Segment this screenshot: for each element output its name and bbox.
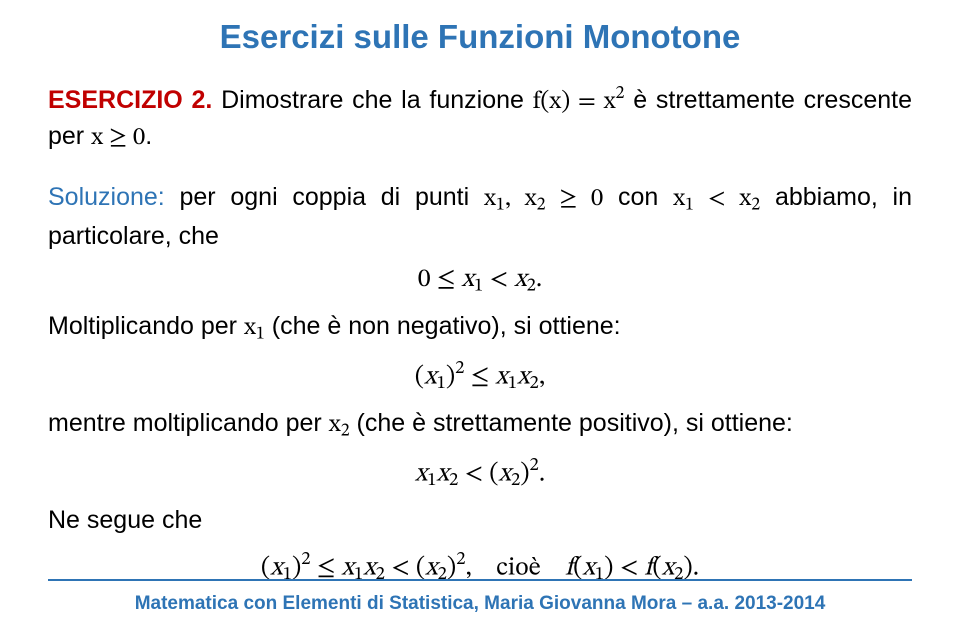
footer-text: Matematica con Elementi di Statistica, M… bbox=[0, 593, 960, 615]
solution-text-3a: mentre moltiplicando per bbox=[48, 409, 329, 437]
solution-math-x1x2ge0: x1, x2 ≥ 0 bbox=[484, 186, 603, 211]
exercise-math-fx: f(x) = x2 bbox=[533, 89, 625, 114]
solution-text-1a: per ogni coppia di punti bbox=[165, 183, 484, 211]
solution-math-x2: x2 bbox=[329, 412, 350, 437]
exercise-math-cond: x ≥ 0 bbox=[91, 125, 145, 150]
equation-2: (x1)2 ≤ x1x2, bbox=[48, 358, 912, 396]
solution-label: Soluzione: bbox=[48, 183, 165, 211]
footer-rule bbox=[48, 579, 912, 581]
solution-text-2b: (che è non negativo), si ottiene: bbox=[265, 312, 621, 340]
exercise-label: ESERCIZIO 2. bbox=[48, 86, 212, 114]
solution-line-1: Soluzione: per ogni coppia di punti x1, … bbox=[48, 180, 912, 255]
equation-3: x1x2 < (x2)2. bbox=[48, 455, 912, 493]
exercise-text-3: . bbox=[145, 122, 152, 150]
solution-text-1b: con bbox=[603, 183, 673, 211]
spacer bbox=[48, 162, 912, 180]
solution-math-x1ltx2: x1 < x2 bbox=[673, 186, 760, 211]
solution-text-3b: (che è strettamente positivo), si ottien… bbox=[350, 409, 793, 437]
slide: Esercizi sulle Funzioni Monotone ESERCIZ… bbox=[0, 0, 960, 633]
solution-line-3: mentre moltiplicando per x2 (che è stret… bbox=[48, 406, 912, 445]
solution-line-2: Moltiplicando per x1 (che è non negativo… bbox=[48, 309, 912, 348]
slide-title: Esercizi sulle Funzioni Monotone bbox=[48, 18, 912, 56]
solution-text-2a: Moltiplicando per bbox=[48, 312, 244, 340]
solution-line-4: Ne segue che bbox=[48, 503, 912, 539]
exercise-paragraph: ESERCIZIO 2. Dimostrare che la funzione … bbox=[48, 82, 912, 156]
exercise-text-1: Dimostrare che la funzione bbox=[212, 86, 532, 114]
solution-math-x1: x1 bbox=[244, 315, 265, 340]
equation-1: 0 ≤ x1 < x2. bbox=[48, 264, 912, 299]
